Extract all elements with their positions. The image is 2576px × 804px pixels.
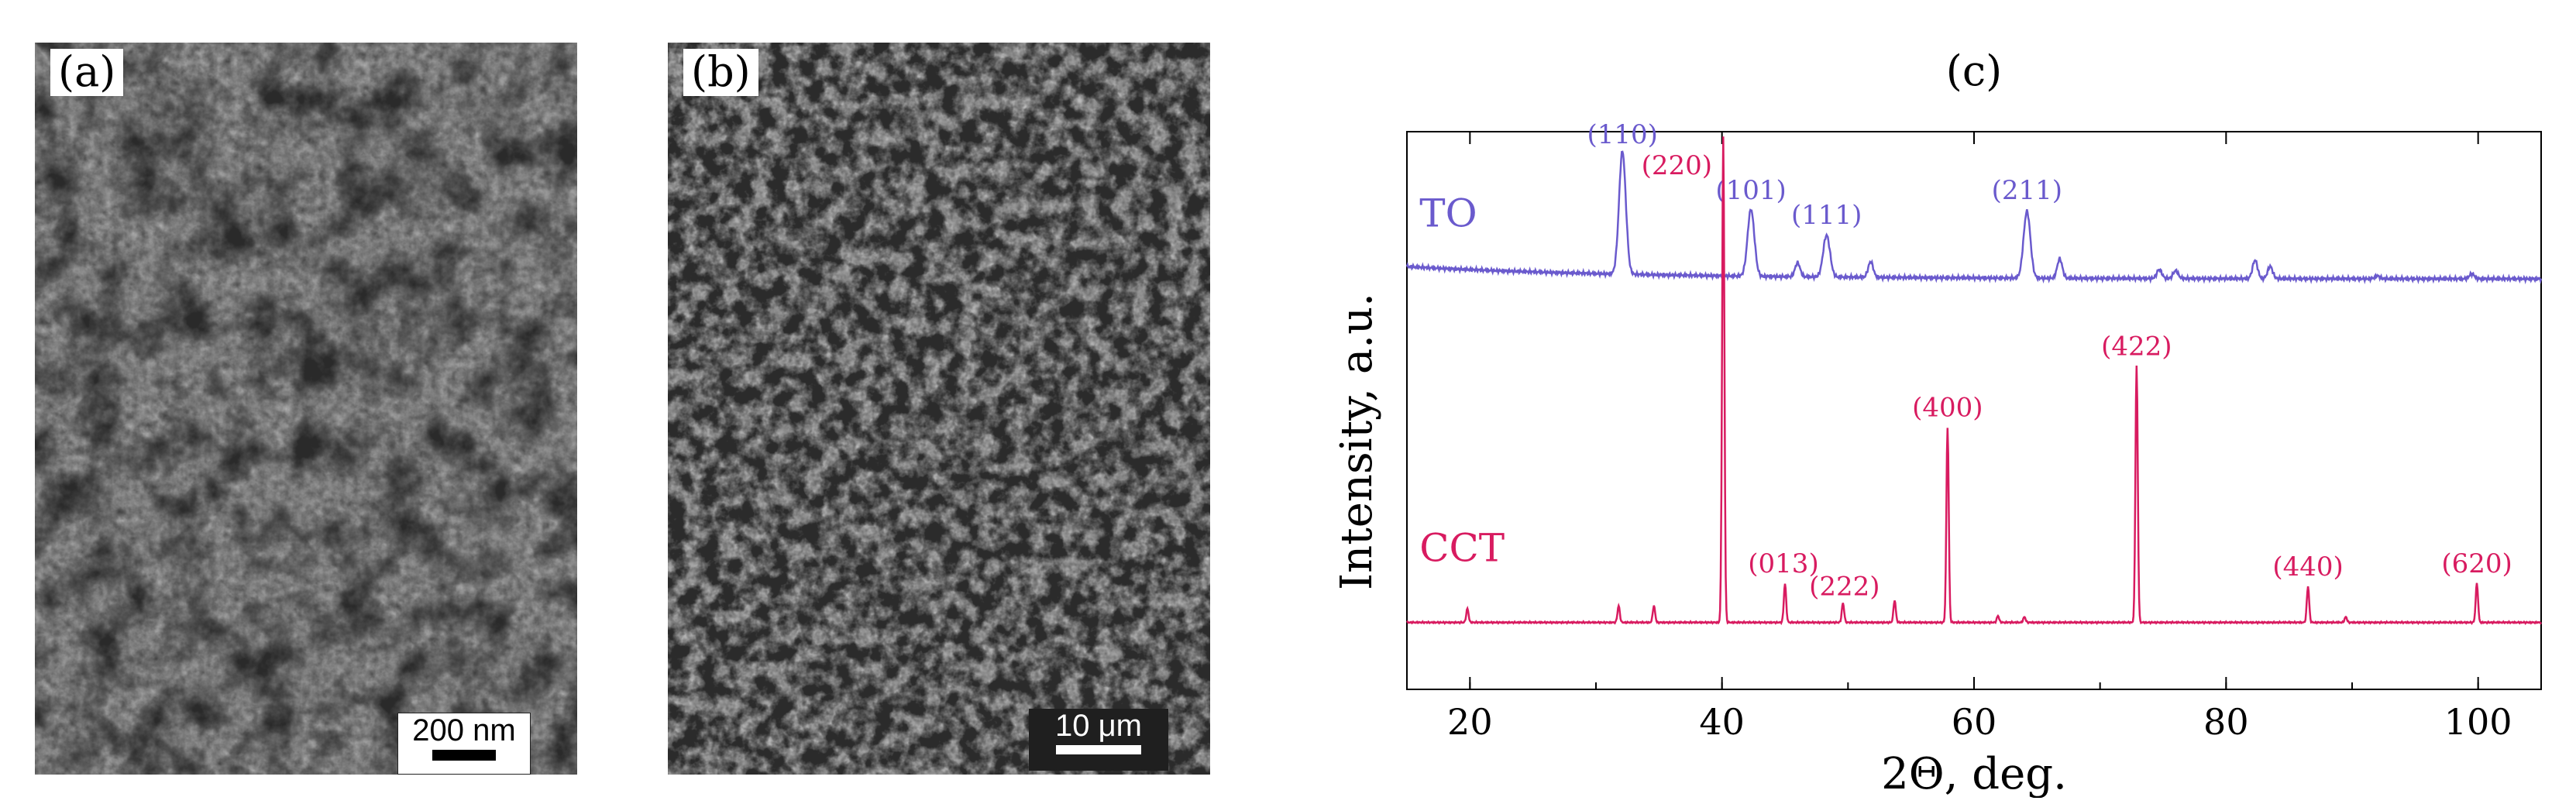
peak-label: (620)	[2441, 548, 2512, 579]
sem-texture-a	[35, 43, 577, 775]
series-label-to: TO	[1419, 191, 1477, 235]
peak-label: (222)	[1809, 571, 1880, 602]
x-tick-label: 60	[1952, 701, 1997, 743]
peak-label: (013)	[1748, 548, 1818, 579]
peak-label: (101)	[1715, 175, 1786, 206]
panel-label-a: (a)	[50, 49, 124, 96]
scale-text-a: 200 nm	[412, 713, 516, 747]
x-tick-label: 20	[1447, 701, 1493, 743]
peak-label: (400)	[1912, 393, 1983, 424]
peak-label: (220)	[1642, 150, 1712, 181]
panel-label-c: (c)	[1946, 46, 2002, 95]
xrd-chart-svg: (c) 20 40 60 80 100 TO (110) (101)(111) (211) CCT…	[1332, 46, 2543, 799]
x-tick-label: 40	[1699, 701, 1745, 743]
sem-image-b: (b) 10 μm	[668, 43, 1210, 775]
peak-label: (422)	[2101, 331, 2172, 362]
scale-line-a	[432, 750, 496, 761]
plot-area: 20 40 60 80 100 TO (110) (101)(111) (211) CCT (220…	[1405, 119, 2543, 743]
x-axis-label: 2Θ, deg.	[1881, 749, 2067, 798]
scale-bar-b: 10 μm	[1029, 709, 1168, 771]
peak-label: (110)	[1587, 119, 1657, 150]
scale-text-b: 10 μm	[1055, 709, 1142, 743]
scale-line-b	[1056, 745, 1141, 754]
y-axis-label: Intensity, a.u.	[1332, 293, 1382, 590]
series-line-cct	[1406, 136, 2543, 626]
series-line-to	[1405, 150, 2543, 285]
x-tick-label: 80	[2203, 701, 2249, 743]
peak-label: (211)	[1992, 175, 2062, 206]
peak-label: (111)	[1791, 200, 1862, 231]
peak-label: (440)	[2272, 551, 2343, 582]
series-label-cct: CCT	[1419, 525, 1505, 570]
panel-label-b: (b)	[683, 49, 758, 96]
sem-texture-b	[668, 43, 1210, 775]
xrd-chart: (c) 20 40 60 80 100 TO (110) (101) (111) (211) CCT…	[1278, 23, 2564, 799]
sem-image-a: (a) 200 nm	[35, 43, 577, 775]
x-tick-label: 100	[2444, 701, 2512, 743]
scale-bar-a: 200 nm	[397, 713, 531, 775]
